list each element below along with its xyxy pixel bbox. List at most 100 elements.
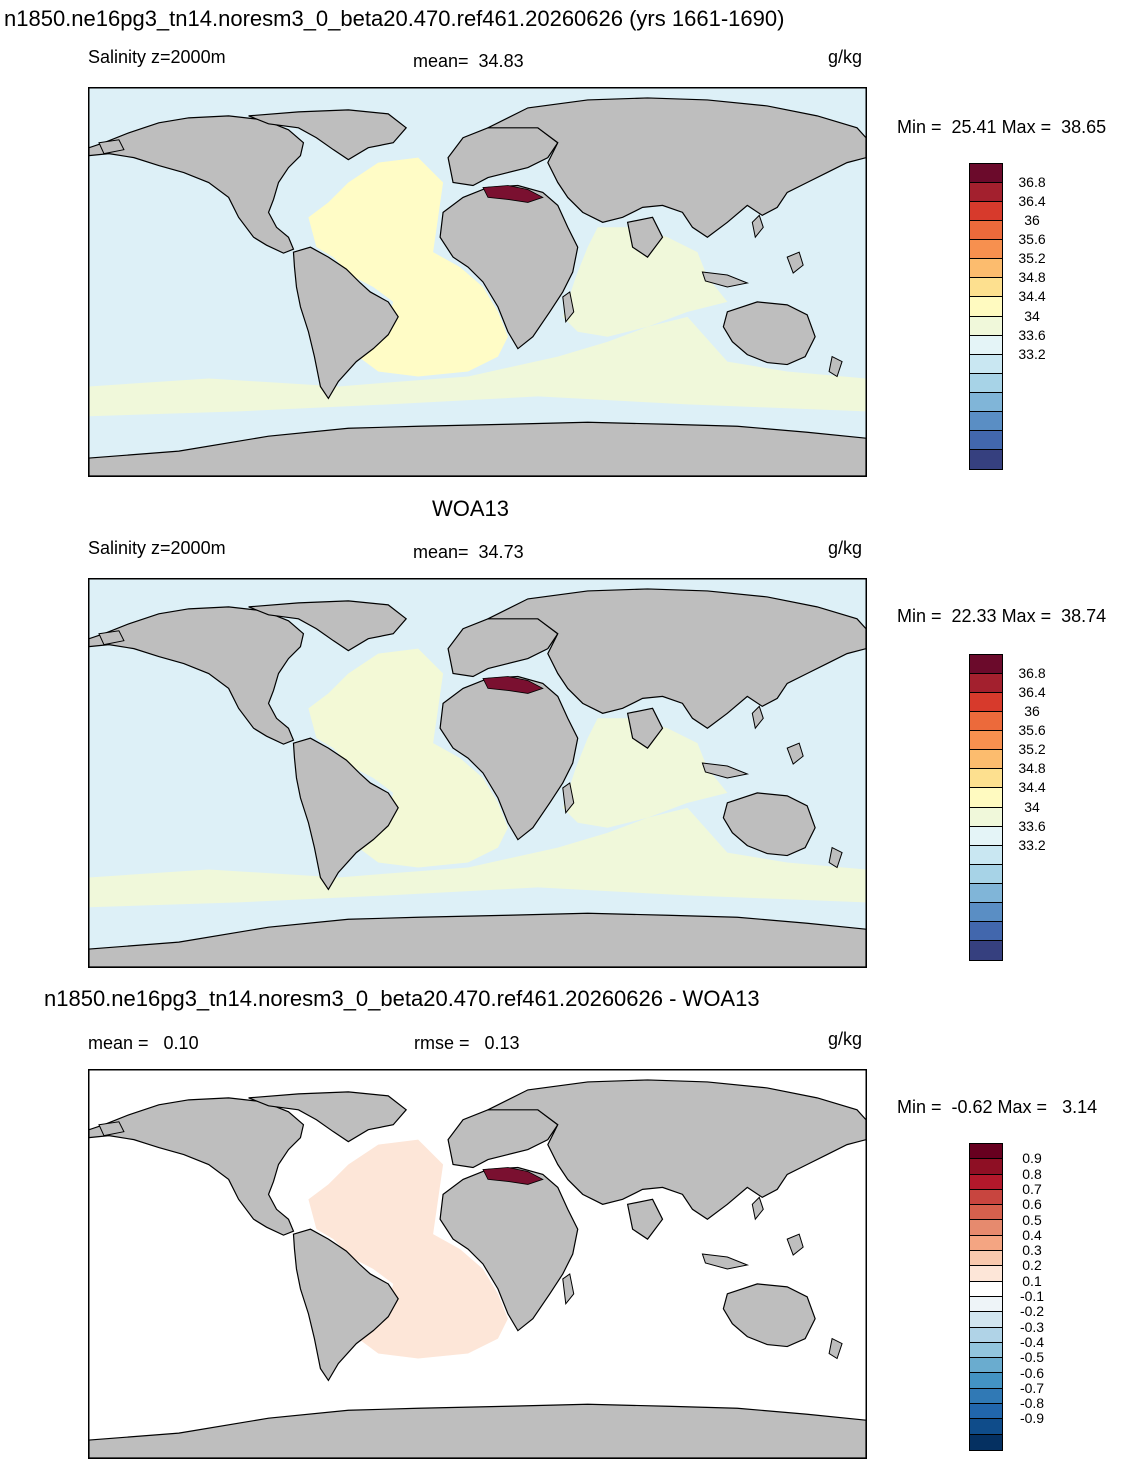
land-mass: [722, 792, 816, 857]
mediterranean-region: [482, 185, 544, 203]
island: [98, 139, 125, 155]
colorbar-swatch: [970, 769, 1002, 789]
indian-ocean-region: [562, 718, 728, 828]
colorbar-swatch: [970, 921, 1002, 941]
colorbar-swatch: [970, 1342, 1002, 1359]
island: [562, 782, 575, 815]
map-canvas: [89, 88, 866, 476]
land-mass: [89, 1097, 305, 1236]
colorbar-swatch: [970, 1404, 1002, 1420]
colorbar-tick-label: 36: [1024, 212, 1040, 229]
colorbar-tick-label: 34: [1024, 307, 1040, 324]
colorbar-swatch: [970, 1174, 1002, 1190]
island: [828, 846, 843, 869]
land-mass: [439, 675, 579, 841]
colorbar-tick-label: 34.4: [1018, 779, 1046, 796]
colorbar-tick-label: 0.4: [1022, 1226, 1042, 1243]
figure-title: n1850.ne16pg3_tn14.noresm3_0_beta20.470.…: [4, 6, 785, 31]
colorbar-tick-label: 36.4: [1018, 193, 1046, 210]
map-canvas: [89, 579, 866, 967]
colorbar-tick-label: -0.7: [1019, 1379, 1045, 1396]
colorbar-swatch: [970, 712, 1002, 732]
colorbar-tick-label: 34.4: [1018, 288, 1046, 305]
atlantic-region: [308, 648, 508, 868]
colorbar-swatch: [970, 807, 1002, 827]
land-mass: [439, 1166, 579, 1332]
colorbar-swatch: [970, 221, 1002, 241]
colorbar-swatch: [970, 373, 1002, 393]
colorbar-swatch: [970, 1220, 1002, 1236]
salinity-map: [88, 87, 867, 477]
indian-ocean-region: [562, 227, 728, 337]
colorbar-swatch: [970, 1266, 1002, 1282]
colorbar-swatch: [970, 883, 1002, 903]
land-mass: [248, 109, 408, 161]
colorbar-swatch: [970, 335, 1002, 355]
panel-units-label: g/kg: [828, 538, 863, 558]
colorbar-swatch: [970, 845, 1002, 865]
colorbar-swatch: [970, 1235, 1002, 1252]
island: [98, 630, 125, 646]
colorbar-swatch: [970, 674, 1002, 694]
colorbar-swatch: [970, 940, 1002, 960]
colorbar-swatch: [970, 183, 1002, 203]
colorbar-tick-label: 35.2: [1018, 741, 1046, 758]
colorbar-tick-label: 0.3: [1022, 1242, 1042, 1259]
colorbar-tick-label: 0.7: [1022, 1180, 1042, 1197]
salinity-map: [88, 578, 867, 968]
colorbar-tick-label: 0.6: [1022, 1196, 1042, 1213]
southern-band-region: [89, 316, 866, 417]
panel-rmse-label: rmse = 0.13: [414, 1033, 520, 1053]
colorbar-swatch: [970, 731, 1002, 751]
colorbar-swatch: [970, 902, 1002, 922]
colorbar-swatch: [970, 1434, 1002, 1450]
colorbar-swatch: [970, 449, 1002, 469]
island: [786, 251, 804, 274]
colorbar-swatch: [970, 1281, 1002, 1297]
arctic-fill: [89, 1070, 866, 1082]
colorbar-swatch: [970, 240, 1002, 260]
colorbar-tick-label: -0.5: [1019, 1349, 1045, 1366]
min-max-label: Min = 25.41 Max = 38.65: [897, 117, 1107, 137]
colorbar-swatch: [970, 1159, 1002, 1175]
colorbar-swatch: [970, 1312, 1002, 1328]
land-mass: [89, 1403, 866, 1458]
arctic-fill: [89, 88, 866, 100]
land-mass: [248, 1091, 408, 1143]
colorbar-swatch: [970, 1144, 1002, 1160]
colorbar-tick-label: 34.8: [1018, 760, 1046, 777]
land-mass: [89, 606, 305, 745]
colorbar-swatch: [970, 1358, 1002, 1374]
colorbar-swatch: [970, 392, 1002, 412]
southern-band-region: [89, 807, 866, 908]
island: [828, 355, 843, 378]
colorbar-tick-label: 0.9: [1022, 1150, 1042, 1167]
colorbar-tick-label: 36.8: [1018, 174, 1046, 191]
colorbar-tick-label: 34: [1024, 798, 1040, 815]
land-mass: [722, 301, 816, 366]
colorbar-tick-label: 35.6: [1018, 722, 1046, 739]
colorbar-swatch: [970, 693, 1002, 713]
island: [751, 214, 764, 239]
mediterranean-region: [482, 676, 544, 694]
colorbar-tick-label: 0.1: [1022, 1272, 1042, 1289]
colorbar-swatch: [970, 1373, 1002, 1389]
island: [751, 705, 764, 730]
land-mass: [292, 737, 399, 891]
colorbar-tick-label: 0.8: [1022, 1165, 1042, 1182]
land-mass: [487, 1079, 866, 1220]
colorbar-tick-label: -0.2: [1019, 1303, 1045, 1320]
colorbar-tick-label: 33.2: [1018, 836, 1046, 853]
colorbar-swatch: [970, 354, 1002, 374]
colorbar-swatch: [970, 750, 1002, 770]
colorbar-swatch: [970, 1419, 1002, 1435]
colorbar-tick-label: -0.4: [1019, 1333, 1045, 1350]
land-mass: [89, 115, 305, 254]
colorbar-swatch: [970, 316, 1002, 336]
map-canvas: [89, 1070, 866, 1458]
colorbar-swatch: [970, 1189, 1002, 1206]
colorbar-tick-label: 0.5: [1022, 1211, 1042, 1228]
colorbar-tick-label: 36.4: [1018, 684, 1046, 701]
land-mass: [89, 421, 866, 476]
southern-band-region: [89, 1298, 866, 1399]
